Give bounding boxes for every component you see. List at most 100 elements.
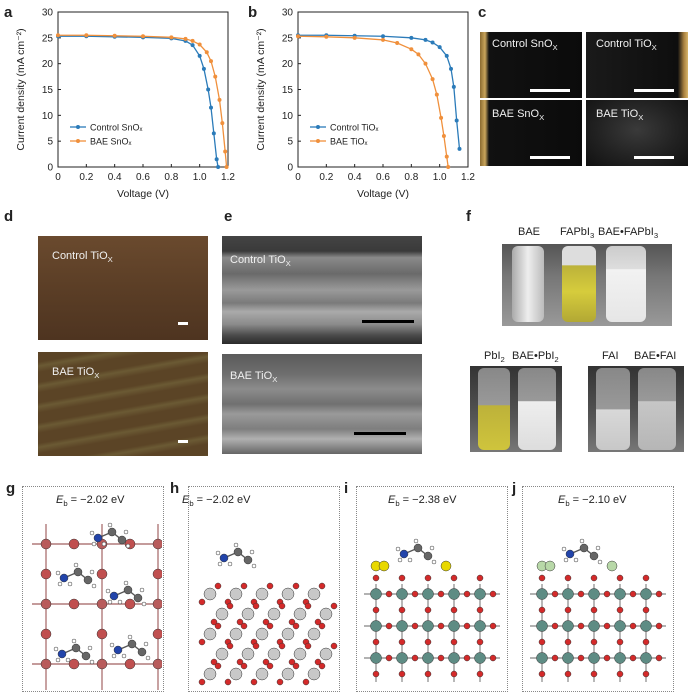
vial-bae-fai xyxy=(638,368,676,450)
vial-label-bae-fai: BAE•FAI xyxy=(634,350,677,362)
carbon-atom xyxy=(243,555,253,565)
oxygen-atom xyxy=(318,622,326,630)
lead-atom xyxy=(40,538,52,550)
x-tick-label: 0.8 xyxy=(404,172,418,183)
hydrogen-atom xyxy=(249,549,255,555)
iodine-atom xyxy=(96,568,108,580)
oxygen-atom xyxy=(266,582,274,590)
hydrogen-atom xyxy=(217,561,223,567)
hydrogen-atom xyxy=(117,599,123,605)
tin-atom xyxy=(229,667,243,681)
vial-pbi2 xyxy=(478,368,510,450)
panel-label-a: a xyxy=(4,4,13,21)
carbon-atom xyxy=(117,535,127,545)
titanium-atom xyxy=(370,652,382,664)
b-data-point xyxy=(446,165,451,169)
carbon-atom xyxy=(123,585,133,595)
scale-bar xyxy=(634,89,674,92)
y-tick-label: 15 xyxy=(42,85,54,96)
a-data-point xyxy=(223,149,228,154)
lead-atom xyxy=(40,658,52,670)
iodine-atom xyxy=(378,560,390,572)
b-data-point xyxy=(381,34,385,39)
titanium-atom xyxy=(448,620,460,632)
structure-frame-g xyxy=(22,486,164,692)
titanium-atom xyxy=(614,652,626,664)
panel-label-c: c xyxy=(478,4,487,21)
oxygen-atom xyxy=(398,574,406,582)
b-data-point xyxy=(423,61,428,66)
panel-label-f: f xyxy=(466,208,471,225)
hydrogen-atom xyxy=(89,569,95,575)
y-tick-label: 0 xyxy=(47,163,53,174)
oxygen-atom xyxy=(214,622,222,630)
oxygen-atom xyxy=(655,622,663,630)
oxygen-atom xyxy=(226,602,234,610)
tin-atom xyxy=(267,607,281,621)
oxygen-atom xyxy=(385,590,393,598)
hydrogen-atom xyxy=(55,570,61,576)
legend-label: BAE TiOₓ xyxy=(330,137,368,147)
sem-e-control: Control TiOX xyxy=(222,236,422,344)
oxygen-atom xyxy=(198,638,206,646)
y-tick-label: 30 xyxy=(282,8,294,19)
photo-c-label-3: BAE SnOX xyxy=(492,108,545,123)
titanium-atom xyxy=(370,620,382,632)
x-tick-label: 0 xyxy=(295,172,301,183)
oxygen-atom xyxy=(489,590,497,598)
titanium-atom xyxy=(474,588,486,600)
vial-bae-fapbi3 xyxy=(606,246,646,322)
iodine-atom xyxy=(152,568,162,580)
carbon-atom xyxy=(413,543,423,553)
hydrogen-atom xyxy=(71,638,77,644)
a-data-point xyxy=(141,34,145,39)
titanium-atom xyxy=(536,652,548,664)
iodine-atom xyxy=(68,658,80,670)
a-data-point xyxy=(209,59,213,64)
structure-h xyxy=(198,542,338,686)
oxygen-atom xyxy=(214,662,222,670)
oxygen-atom xyxy=(262,658,270,666)
hydrogen-atom xyxy=(91,583,97,589)
scale-bar xyxy=(634,156,674,159)
oxygen-atom xyxy=(629,622,637,630)
iodine-atom xyxy=(96,628,108,640)
nitrogen-atom xyxy=(219,553,229,563)
oxygen-atom xyxy=(398,638,406,646)
oxygen-atom xyxy=(304,602,312,610)
oxygen-atom xyxy=(372,606,380,614)
a-data-point xyxy=(190,43,195,48)
oxygen-atom xyxy=(236,618,244,626)
oxygen-atom xyxy=(476,574,484,582)
oxygen-atom xyxy=(424,574,432,582)
oxygen-atom xyxy=(551,590,559,598)
hydrogen-atom xyxy=(89,530,95,536)
titanium-atom xyxy=(422,652,434,664)
panel-label-d: d xyxy=(4,208,14,225)
oxygen-atom xyxy=(437,654,445,662)
hydrogen-atom xyxy=(429,545,435,551)
legend-label: BAE SnOₓ xyxy=(90,137,132,147)
iodine-atom xyxy=(40,628,52,640)
sem-e-bae: BAE TiOX xyxy=(222,354,422,454)
oxygen-atom xyxy=(318,582,326,590)
oxygen-atom xyxy=(198,678,206,686)
titanium-atom xyxy=(422,588,434,600)
tin-atom xyxy=(215,607,229,621)
scale-bar xyxy=(178,322,188,325)
y-tick-label: 20 xyxy=(42,59,54,70)
sem-e-label-2: BAE TiOX xyxy=(230,370,278,385)
scale-bar xyxy=(354,432,406,435)
oxygen-atom xyxy=(314,658,322,666)
hydrogen-atom xyxy=(397,557,403,563)
titanium-atom xyxy=(536,620,548,632)
structure-i xyxy=(364,538,500,682)
hydrogen-atom xyxy=(395,546,401,552)
oxygen-atom xyxy=(655,590,663,598)
oxygen-atom xyxy=(372,638,380,646)
nitrogen-atom xyxy=(113,645,123,655)
hydrogen-atom xyxy=(595,545,601,551)
oxygen-atom xyxy=(240,622,248,630)
structure-frame-i xyxy=(356,486,508,692)
oxygen-atom xyxy=(411,590,419,598)
